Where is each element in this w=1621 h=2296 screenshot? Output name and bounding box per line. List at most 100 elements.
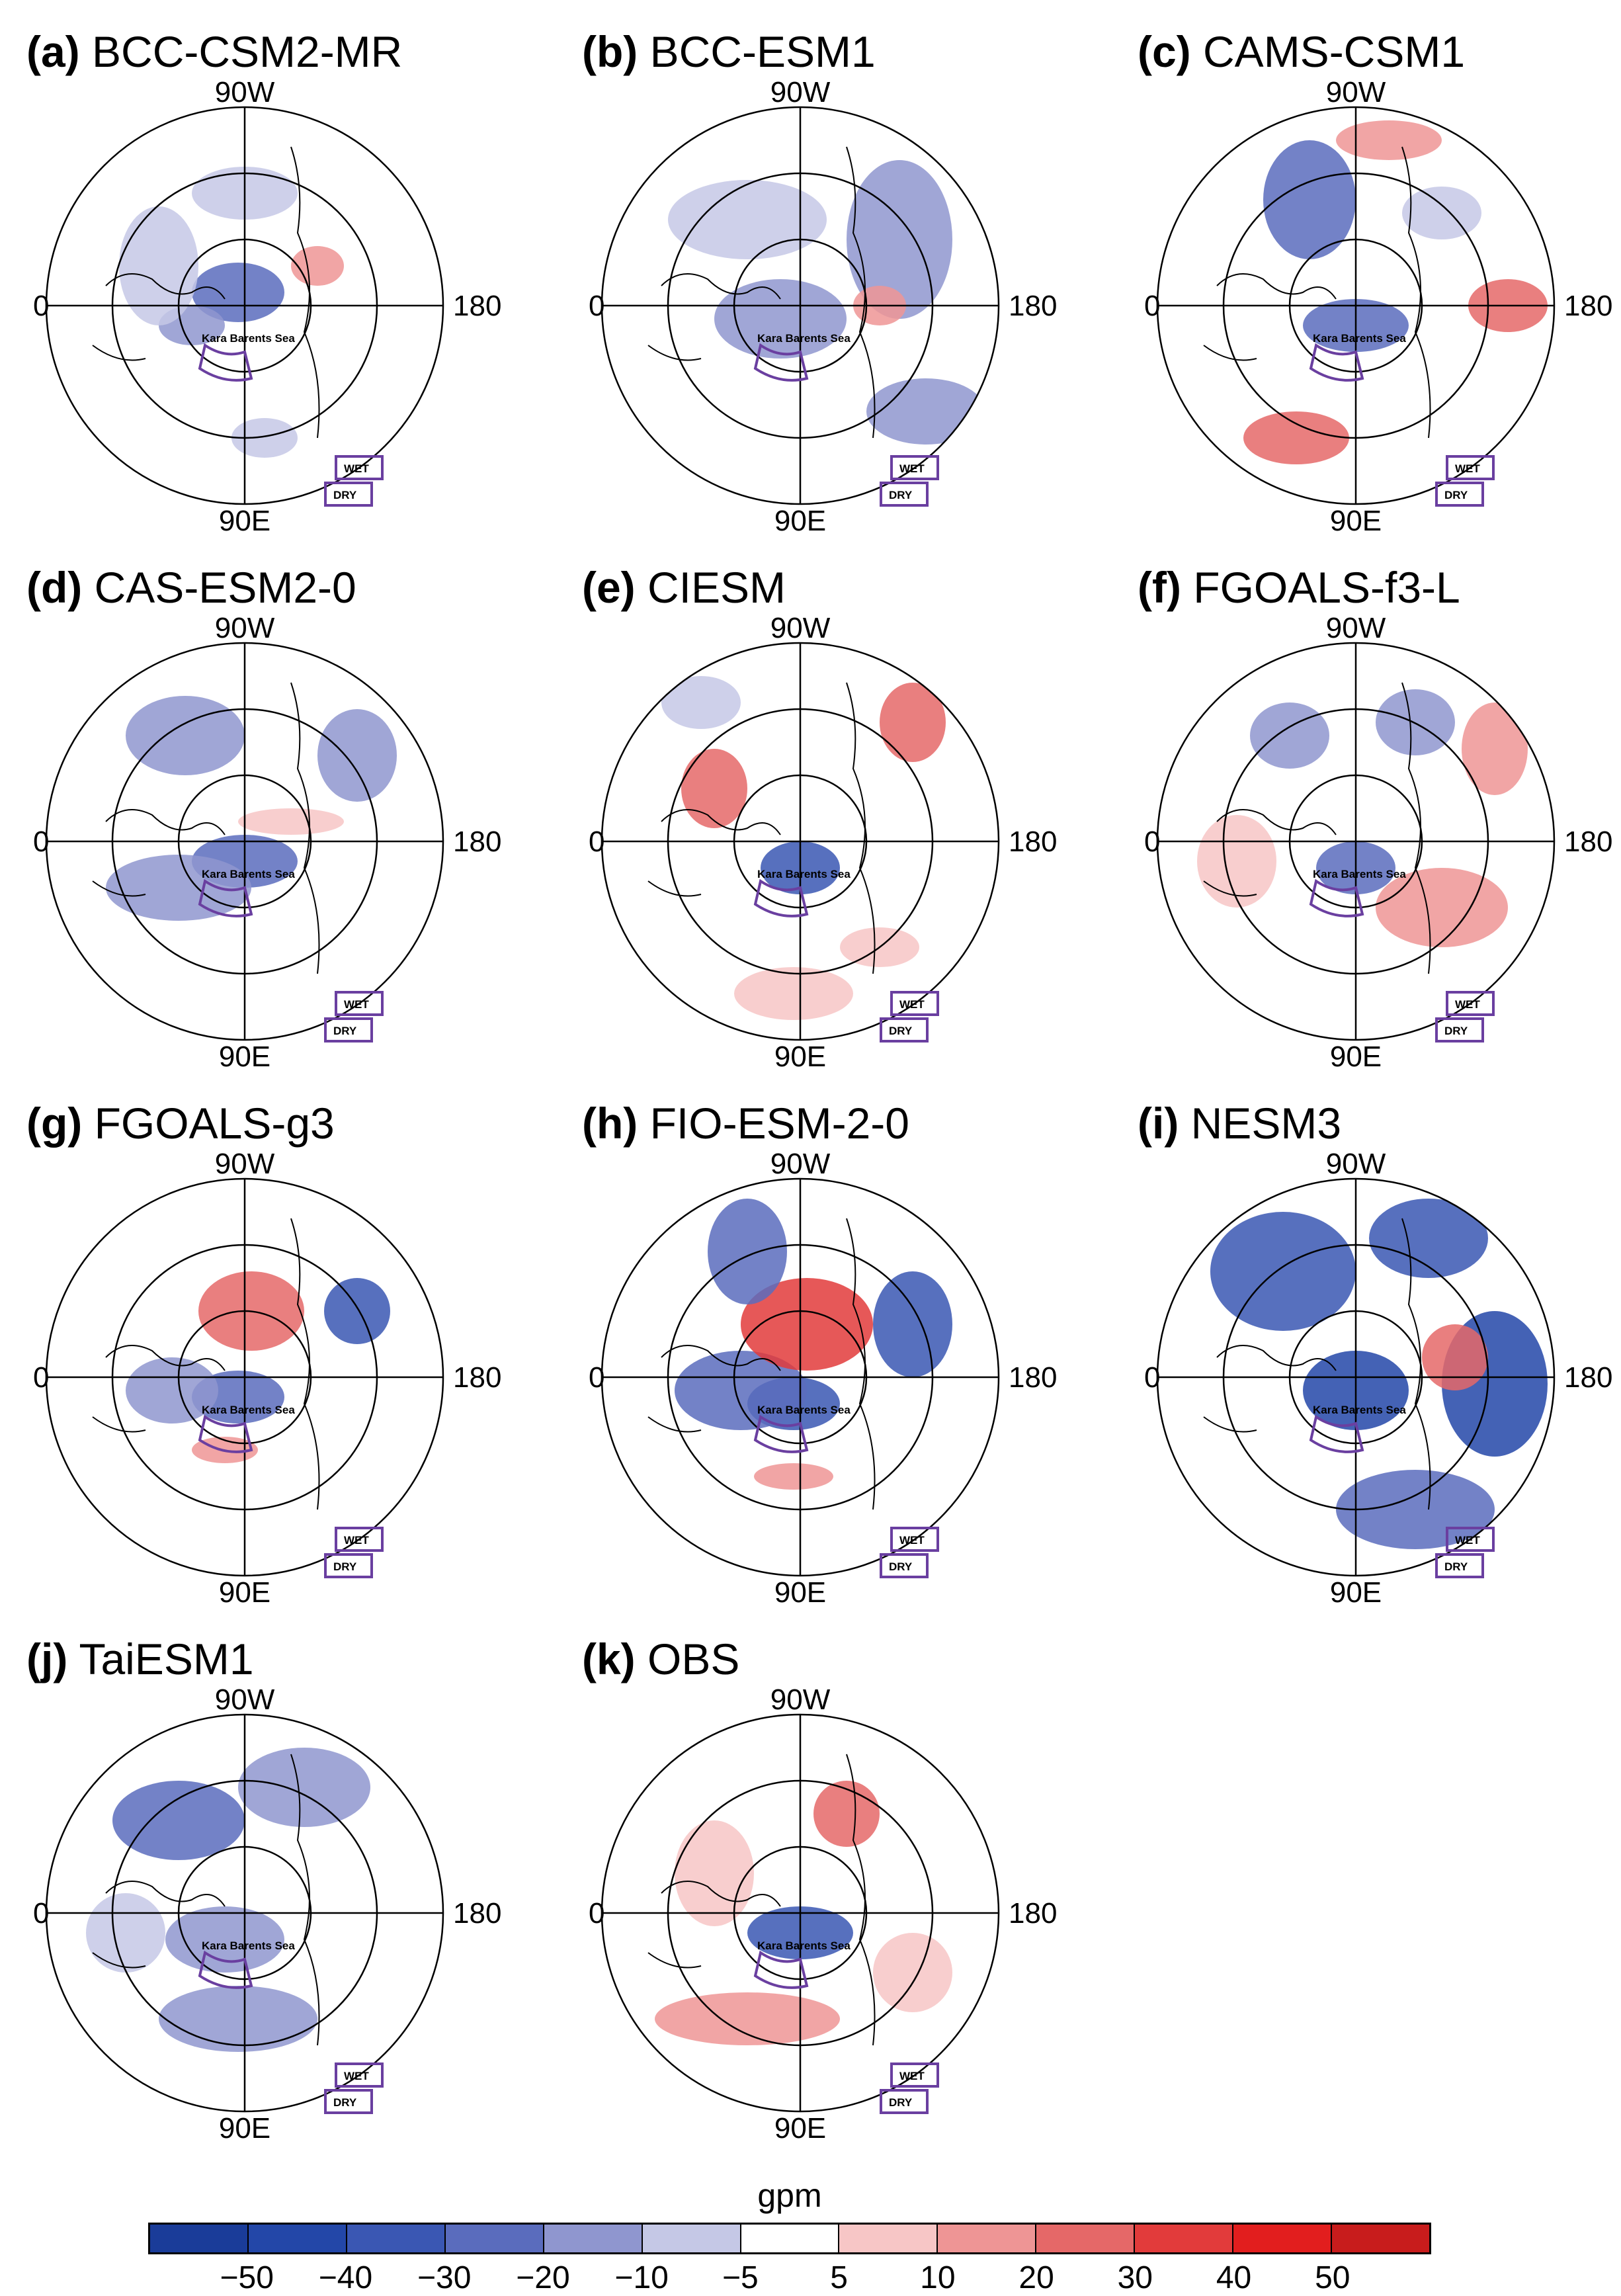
panel-c: (c) CAMS-CSM1 Kara Barents Sea WET DRY 90W 0 1… [1138, 26, 1621, 549]
anomaly-contour [317, 709, 397, 802]
wet-box [890, 1527, 939, 1552]
polar-map: Kara Barents Sea WET DRY 90W 0 180 90E [589, 1683, 1057, 2145]
sea-label: Kara Barents Sea [202, 1404, 295, 1416]
axis-label-right: 180 [1009, 1897, 1057, 1930]
anomaly-contour [708, 1199, 787, 1304]
wet-label: WET [1455, 998, 1480, 1011]
anomaly-contour [873, 1933, 952, 2012]
sea-label: Kara Barents Sea [757, 1939, 851, 1952]
dry-label: DRY [333, 2096, 357, 2109]
panel-letter: (i) [1138, 1099, 1179, 1148]
colorbar-swatch [839, 2225, 938, 2252]
axis-label-left: 0 [1144, 826, 1160, 858]
axis-label-top: 90W [770, 76, 831, 108]
panel-model-name: CAMS-CSM1 [1190, 27, 1466, 76]
anomaly-contour [734, 967, 853, 1020]
dry-box [324, 482, 373, 507]
wet-box [335, 455, 384, 480]
panel-letter: (k) [582, 1635, 636, 1683]
dry-label: DRY [889, 489, 913, 501]
dry-box [880, 482, 929, 507]
colorbar-swatch [248, 2225, 347, 2252]
panel-letter: (f) [1138, 563, 1181, 612]
axis-label-bottom: 90E [219, 1041, 270, 1073]
wet-label: WET [344, 998, 369, 1011]
axis-label-left: 0 [33, 290, 49, 322]
anomaly-contour [1250, 702, 1329, 769]
panel-title: (d) CAS-ESM2-0 [26, 562, 356, 613]
anomaly-contour [1243, 411, 1349, 464]
colorbar-swatch [544, 2225, 643, 2252]
axis-label-top: 90W [1326, 76, 1386, 108]
panel-letter: (h) [582, 1099, 638, 1148]
axis-label-right: 180 [1009, 290, 1057, 322]
anomaly-shading [675, 1199, 952, 1490]
panel-model-name: FGOALS-g3 [82, 1099, 335, 1148]
wet-label: WET [344, 2070, 369, 2082]
panel-title: (j) TaiESM1 [26, 1634, 254, 1684]
sea-label: Kara Barents Sea [202, 1939, 295, 1952]
axis-label-top: 90W [770, 612, 831, 644]
panel-k: (k) OBS Kara Barents Sea WET DRY 90W 0 180 90E [582, 1634, 1085, 2156]
kara-barents-box [198, 878, 253, 917]
sea-label: Kara Barents Sea [757, 868, 851, 880]
axis-label-left: 0 [589, 290, 604, 322]
colorbar-tick-label: 10 [920, 2260, 956, 2295]
wet-box [890, 991, 939, 1016]
axis-label-left: 0 [33, 1897, 49, 1930]
axis-label-top: 90W [1326, 1148, 1386, 1180]
axis-label-bottom: 90E [774, 505, 826, 537]
wet-box [335, 991, 384, 1016]
axis-label-right: 180 [1564, 1361, 1612, 1394]
dry-label: DRY [333, 1560, 357, 1573]
panel-letter: (b) [582, 27, 638, 76]
colorbar-swatch [1135, 2225, 1234, 2252]
anomaly-shading [668, 160, 985, 445]
dry-box [324, 1553, 373, 1578]
axis-label-bottom: 90E [219, 1576, 270, 1609]
axis-label-top: 90W [215, 1683, 275, 1716]
kara-barents-box [198, 1414, 253, 1453]
coastline [1203, 682, 1431, 974]
anomaly-contour [754, 1463, 833, 1490]
coastline [92, 1218, 320, 1510]
panel-title: (g) FGOALS-g3 [26, 1098, 335, 1148]
dry-label: DRY [1444, 1025, 1468, 1037]
wet-label: WET [344, 462, 369, 475]
dry-box [1435, 1017, 1484, 1042]
axis-label-left: 0 [33, 826, 49, 858]
axis-label-top: 90W [1326, 612, 1386, 644]
anomaly-shading [106, 696, 397, 921]
anomaly-contour [86, 1893, 165, 1973]
polar-map: Kara Barents Sea WET DRY 90W 0 180 90E [589, 1148, 1057, 1609]
kara-barents-box [198, 343, 253, 382]
dry-label: DRY [333, 489, 357, 501]
wet-box [1446, 1527, 1495, 1552]
panel-title: (b) BCC-ESM1 [582, 26, 876, 77]
dry-box [1435, 482, 1484, 507]
dry-label: DRY [1444, 489, 1468, 501]
panel-f: (f) FGOALS-f3-L Kara Barents Sea WET DRY 90W… [1138, 562, 1621, 1085]
polar-map: Kara Barents Sea WET DRY 90W 0 180 90E [33, 1683, 501, 2145]
coastline [1203, 1218, 1431, 1510]
kara-barents-box [753, 878, 809, 917]
kara-barents-box [1309, 878, 1364, 917]
dry-label: DRY [333, 1025, 357, 1037]
axis-label-top: 90W [215, 1148, 275, 1180]
panel-title: (e) CIESM [582, 562, 786, 613]
polar-map: Kara Barents Sea WET DRY 90W 0 180 90E [589, 76, 1057, 537]
colorbar-tick-label: −30 [417, 2260, 472, 2295]
axis-label-right: 180 [453, 826, 501, 858]
panel-e: (e) CIESM Kara Barents Sea WET DRY 90W 0 180 90… [582, 562, 1085, 1085]
axis-label-top: 90W [770, 1683, 831, 1716]
panel-b: (b) BCC-ESM1 Kara Barents Sea WET DRY 90W 0 18… [582, 26, 1085, 549]
anomaly-contour [126, 1357, 218, 1424]
sea-label: Kara Barents Sea [1313, 332, 1406, 345]
colorbar-swatch [347, 2225, 446, 2252]
panel-letter: (g) [26, 1099, 83, 1148]
sea-label: Kara Barents Sea [202, 868, 295, 880]
anomaly-contour [192, 263, 284, 322]
kara-barents-box [198, 1950, 253, 1989]
colorbar-unit: gpm [757, 2177, 822, 2214]
wet-box [335, 1527, 384, 1552]
